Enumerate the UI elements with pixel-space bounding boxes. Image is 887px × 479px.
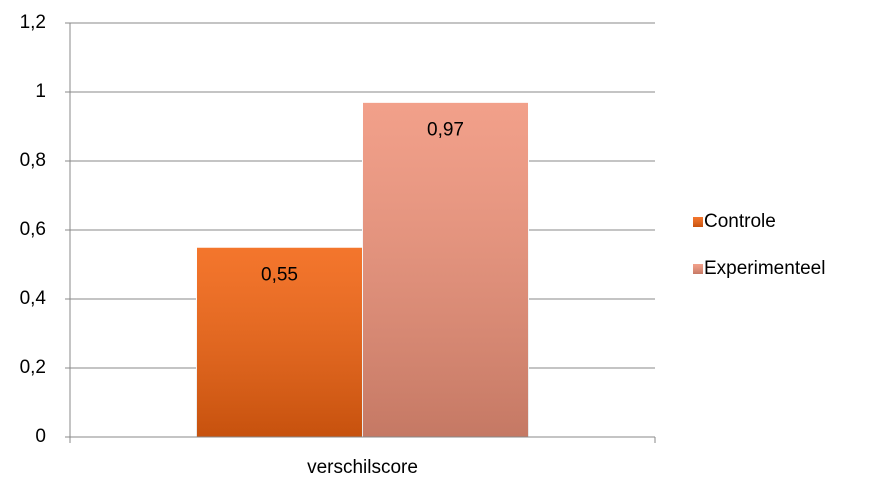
y-tick-label: 1 xyxy=(35,81,46,102)
bar-shade xyxy=(362,102,529,437)
y-tick-label: 0,6 xyxy=(20,219,46,240)
legend-swatch-shade xyxy=(693,217,703,227)
legend-label: Controle xyxy=(704,211,776,232)
data-label: 0,97 xyxy=(427,119,464,140)
y-tick-label: 0,2 xyxy=(20,357,46,378)
y-tick-label: 0,4 xyxy=(20,288,47,309)
y-tick-label: 0,8 xyxy=(20,150,46,171)
x-tick-label: verschilscore xyxy=(307,457,418,478)
legend-swatch-shade xyxy=(693,264,703,274)
y-tick-label: 1,2 xyxy=(20,12,46,33)
legend-label: Experimenteel xyxy=(704,258,825,279)
bar-shade xyxy=(196,247,363,437)
data-label: 0,55 xyxy=(261,264,298,285)
y-tick-label: 0 xyxy=(35,426,46,447)
